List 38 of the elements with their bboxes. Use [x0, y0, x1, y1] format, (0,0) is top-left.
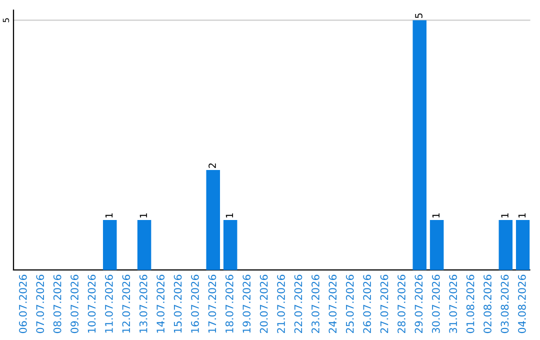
x-tick-label: 09.07.2026 — [70, 274, 78, 334]
data-label: 5 — [415, 13, 422, 18]
x-tick-label: 22.07.2026 — [294, 274, 302, 334]
x-tick-label: 31.07.2026 — [449, 274, 458, 333]
x-tick-label: 15.07.2026 — [174, 274, 182, 333]
x-tick-label: 03.08.2026 — [500, 274, 509, 334]
x-tick-label: 10.07.2026 — [88, 274, 96, 333]
x-tick-label: 06.07.2026 — [18, 274, 27, 334]
x-tick-label: 12.07.2026 — [122, 274, 130, 333]
x-tick-label: 29.07.2026 — [414, 274, 423, 334]
x-tick-label: 28.07.2026 — [398, 274, 406, 334]
x-tick-label: 07.07.2026 — [36, 274, 44, 334]
x-tick-label: 18.07.2026 — [225, 274, 234, 333]
data-label: 1 — [140, 213, 147, 218]
x-tick-label: 02.08.2026 — [484, 274, 492, 334]
x-tick-label: 21.07.2026 — [277, 274, 285, 334]
x-tick-label: 17.07.2026 — [208, 274, 216, 333]
x-tick-label: 01.08.2026 — [466, 274, 474, 334]
x-tick-label: 30.07.2026 — [432, 274, 440, 333]
data-label: 1 — [432, 213, 440, 218]
x-tick-label: 11.07.2026 — [105, 274, 113, 333]
x-tick-label: 08.07.2026 — [53, 274, 62, 334]
data-label: 1 — [518, 213, 526, 218]
x-tick-label: 26.07.2026 — [363, 274, 372, 334]
x-tick-label: 16.07.2026 — [191, 274, 199, 333]
x-tick-label: 24.07.2026 — [328, 274, 337, 334]
data-label: 1 — [105, 213, 113, 218]
data-label: 2 — [208, 163, 216, 168]
x-tick-label: 27.07.2026 — [380, 274, 388, 334]
x-tick-label: 23.07.2026 — [312, 274, 320, 334]
x-tick-label: 25.07.2026 — [346, 274, 354, 334]
x-tick-label: 13.07.2026 — [139, 274, 148, 333]
x-tick-label: 14.07.2026 — [156, 274, 165, 333]
data-label: 1 — [501, 213, 508, 218]
x-tick-label: 20.07.2026 — [260, 274, 268, 334]
x-tick-label: 19.07.2026 — [242, 274, 251, 333]
x-tick-label: 04.08.2026 — [518, 274, 526, 334]
data-label: 1 — [226, 213, 234, 218]
